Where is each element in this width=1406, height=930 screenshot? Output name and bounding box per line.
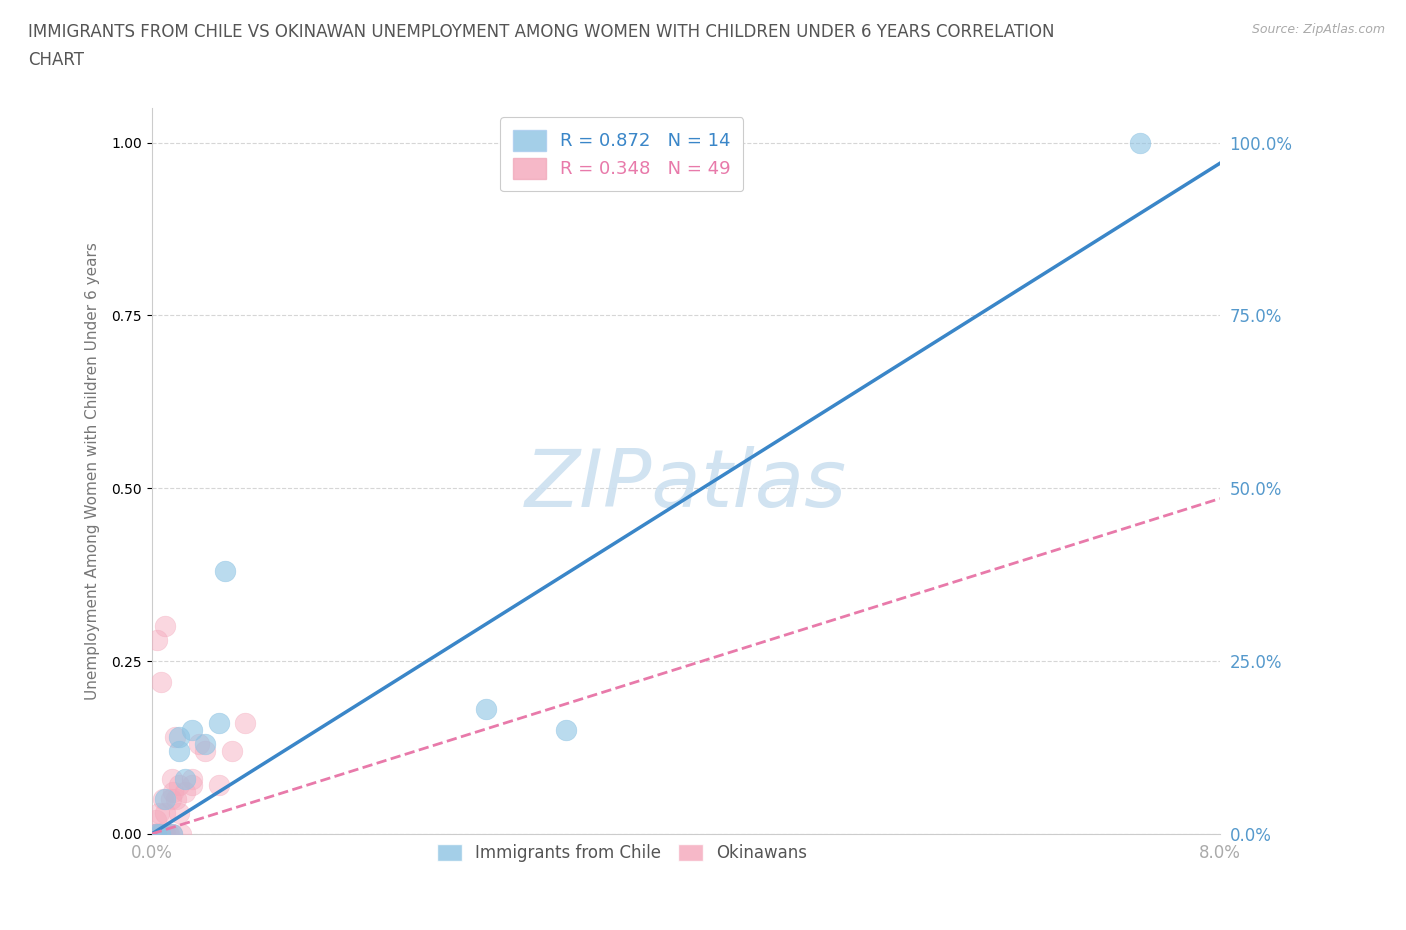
Point: [146, 632, 169, 647]
Point: [142, 827, 165, 842]
Point: [214, 564, 236, 578]
Point: [233, 716, 256, 731]
Point: [148, 805, 170, 820]
Point: [155, 619, 177, 634]
Point: [149, 827, 172, 842]
Point: [194, 743, 217, 758]
Point: [150, 674, 173, 689]
Point: [165, 791, 187, 806]
Point: [142, 827, 165, 842]
Point: [162, 785, 184, 800]
Point: [155, 791, 177, 806]
Point: [167, 730, 190, 745]
Point: [167, 743, 190, 758]
Point: [143, 827, 166, 842]
Point: [207, 716, 229, 731]
Point: [148, 827, 170, 842]
Point: [145, 827, 167, 842]
Point: [146, 827, 169, 842]
Point: [145, 827, 167, 842]
Point: [207, 778, 229, 793]
Point: [148, 827, 170, 842]
Point: [160, 827, 183, 842]
Point: [148, 827, 170, 842]
Text: Source: ZipAtlas.com: Source: ZipAtlas.com: [1251, 23, 1385, 36]
Point: [150, 827, 173, 842]
Point: [174, 771, 197, 786]
Point: [152, 827, 174, 842]
Point: [181, 723, 204, 737]
Point: [159, 791, 181, 806]
Point: [221, 743, 243, 758]
Text: CHART: CHART: [28, 51, 84, 69]
Point: [150, 827, 173, 842]
Point: [167, 805, 190, 820]
Point: [145, 813, 167, 828]
Point: [156, 827, 179, 842]
Point: [194, 737, 217, 751]
Text: ZIPatlas: ZIPatlas: [524, 446, 846, 525]
Point: [150, 827, 173, 842]
Point: [174, 785, 197, 800]
Point: [146, 827, 169, 842]
Point: [149, 827, 172, 842]
Point: [163, 730, 186, 745]
Point: [152, 791, 174, 806]
Point: [145, 827, 167, 842]
Point: [187, 737, 209, 751]
Point: [145, 827, 167, 842]
Point: [149, 827, 172, 842]
Point: [143, 827, 166, 842]
Point: [153, 827, 176, 842]
Point: [170, 827, 193, 842]
Legend: Immigrants from Chile, Okinawans: Immigrants from Chile, Okinawans: [430, 838, 814, 870]
Point: [149, 827, 172, 842]
Point: [155, 827, 177, 842]
Point: [181, 771, 204, 786]
Point: [143, 827, 166, 842]
Point: [181, 778, 204, 793]
Point: [167, 778, 190, 793]
Point: [155, 805, 177, 820]
Text: IMMIGRANTS FROM CHILE VS OKINAWAN UNEMPLOYMENT AMONG WOMEN WITH CHILDREN UNDER 6: IMMIGRANTS FROM CHILE VS OKINAWAN UNEMPL…: [28, 23, 1054, 41]
Y-axis label: Unemployment Among Women with Children Under 6 years: Unemployment Among Women with Children U…: [86, 242, 100, 700]
Point: [148, 827, 170, 842]
Point: [160, 771, 183, 786]
Point: [474, 702, 496, 717]
Point: [554, 723, 576, 737]
Point: [155, 827, 177, 842]
Point: [1129, 135, 1152, 150]
Point: [157, 827, 180, 842]
Point: [155, 827, 177, 842]
Point: [146, 827, 169, 842]
Point: [160, 827, 183, 842]
